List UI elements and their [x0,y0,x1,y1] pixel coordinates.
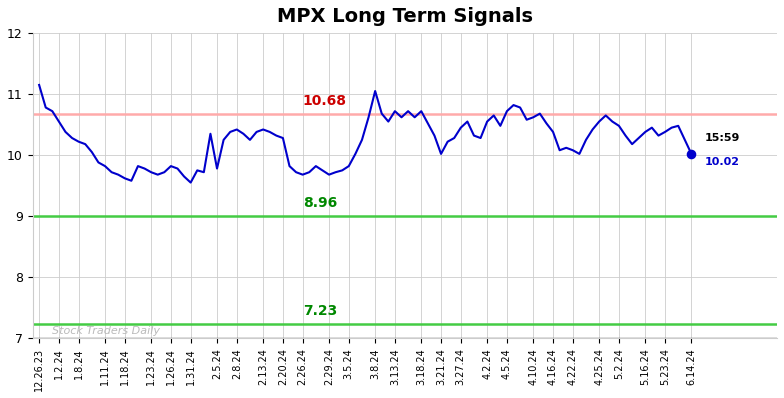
Text: 10.68: 10.68 [303,94,347,107]
Point [685,151,698,157]
Text: Stock Traders Daily: Stock Traders Daily [53,326,160,336]
Text: 10.02: 10.02 [705,157,739,167]
Text: 15:59: 15:59 [705,133,740,143]
Text: 8.96: 8.96 [303,196,337,210]
Title: MPX Long Term Signals: MPX Long Term Signals [277,7,533,26]
Text: 7.23: 7.23 [303,304,337,318]
